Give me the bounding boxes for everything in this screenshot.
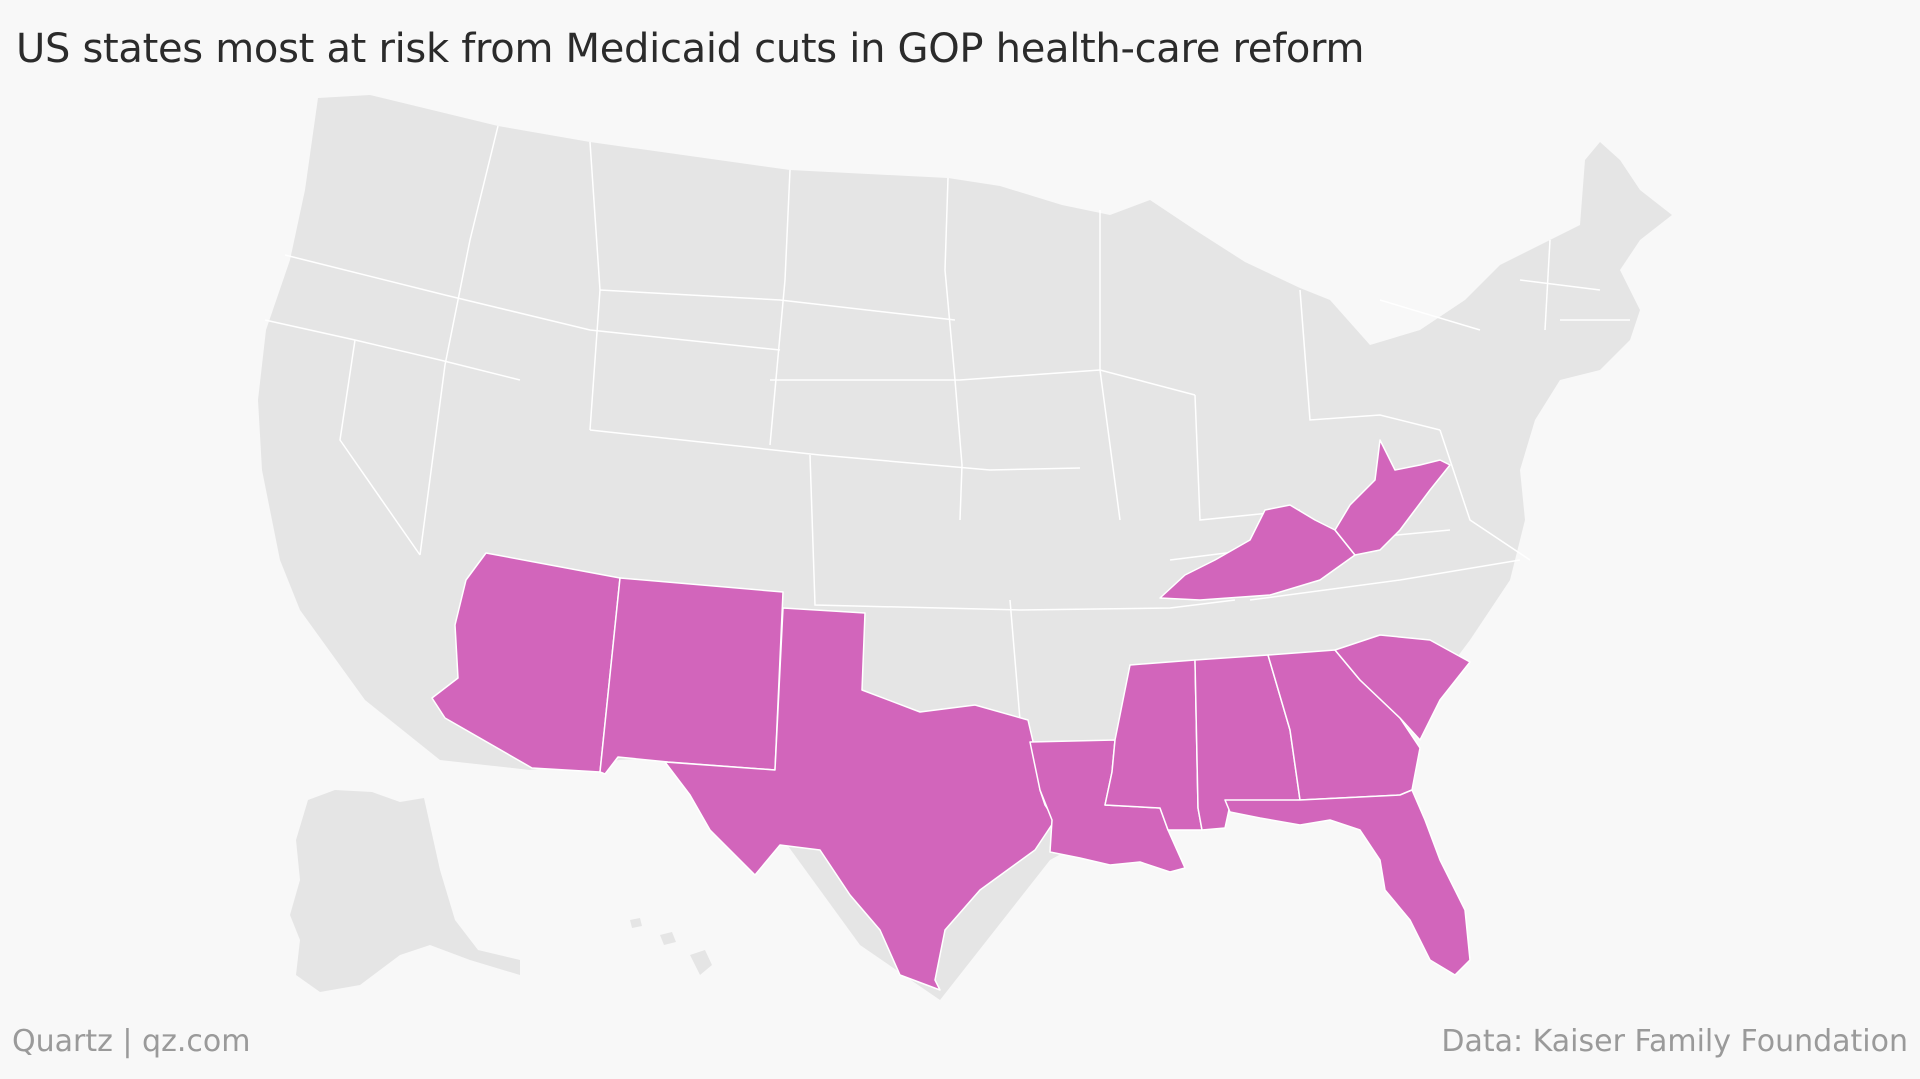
state-kentucky[interactable] bbox=[1159, 504, 1356, 601]
state-west-virginia[interactable] bbox=[1334, 439, 1451, 556]
alaska-shape bbox=[290, 790, 520, 992]
state-south-carolina[interactable] bbox=[1334, 634, 1471, 741]
source-credit: Quartz | qz.com bbox=[12, 1024, 251, 1059]
state-texas[interactable] bbox=[664, 607, 1056, 991]
highlighted-states bbox=[431, 439, 1471, 991]
state-new-mexico[interactable] bbox=[599, 577, 784, 775]
data-source: Data: Kaiser Family Foundation bbox=[1441, 1024, 1908, 1059]
state-florida[interactable] bbox=[1224, 789, 1471, 976]
hawaii-shape bbox=[630, 918, 712, 975]
chart-title: US states most at risk from Medicaid cut… bbox=[16, 26, 1365, 72]
